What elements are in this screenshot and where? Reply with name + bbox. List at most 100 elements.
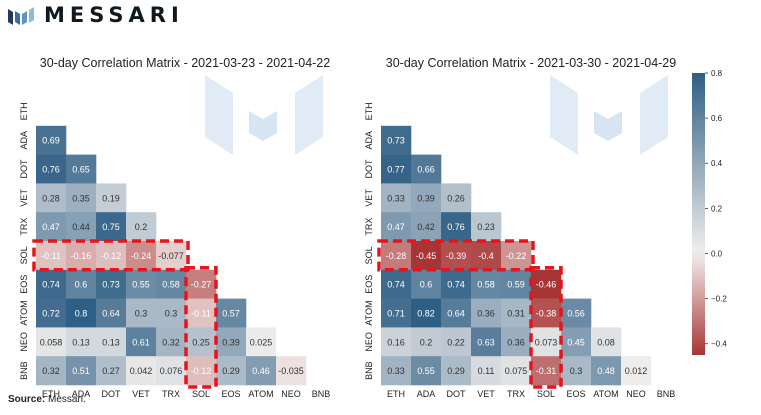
colorbar: 0.8 0.6 0.4 0.2 0.0 −0.2 −0.4 — [692, 69, 727, 355]
y-tick-label: BNB — [364, 361, 374, 380]
x-tick-label: ADA — [72, 389, 91, 399]
heatmap-cell — [411, 327, 442, 357]
cell-value-label: -0.31 — [536, 366, 557, 376]
heatmap-cell — [246, 327, 277, 357]
heatmap-cell — [66, 356, 97, 386]
x-tick-label: ADA — [417, 389, 436, 399]
cell-value-label: 0.3 — [135, 309, 148, 319]
cell-value-label: 0.31 — [507, 309, 525, 319]
heatmap-cell — [246, 356, 277, 386]
heatmap-cell — [66, 327, 97, 357]
chart-title: 30-day Correlation Matrix - 2021-03-30 -… — [386, 56, 676, 70]
y-tick-label: ETH — [19, 102, 29, 120]
x-tick-label: BNB — [312, 389, 331, 399]
cell-value-label: -0.11 — [41, 251, 61, 261]
heatmap-cell — [126, 212, 157, 242]
heatmap-cell — [381, 356, 412, 386]
cell-value-label: -0.46 — [536, 280, 557, 290]
heatmap-cell — [381, 125, 412, 155]
heatmap-cell — [156, 298, 187, 328]
heatmap-cell — [531, 356, 562, 386]
heatmap-cell — [36, 183, 67, 213]
heatmap-cell — [501, 241, 532, 271]
cell-value-label: -0.39 — [446, 251, 467, 261]
cell-value-label: -0.22 — [506, 251, 527, 261]
x-tick-label: EOS — [221, 389, 240, 399]
heatmap-cell — [36, 125, 67, 155]
heatmap-cell — [276, 356, 307, 386]
heatmap-cell — [66, 298, 97, 328]
heatmap-cell — [381, 212, 412, 242]
x-tick-label: BNB — [657, 389, 676, 399]
brand-name: MESSARI — [44, 3, 184, 27]
heatmap-cell — [471, 241, 502, 271]
y-tick-label: NEO — [19, 332, 29, 352]
heatmap-cell — [186, 269, 217, 299]
cell-value-label: 0.77 — [387, 165, 405, 175]
heatmap-cell — [501, 298, 532, 328]
heatmap-cell — [621, 356, 652, 386]
chart-title: 30-day Correlation Matrix - 2021-03-23 -… — [40, 56, 330, 70]
x-tick-label: NEO — [281, 389, 301, 399]
cell-value-label: 0.47 — [42, 222, 60, 232]
heatmap-cell — [96, 183, 127, 213]
cell-value-label: 0.51 — [72, 366, 90, 376]
heatmap-cell — [96, 356, 127, 386]
heatmap-cell — [591, 327, 622, 357]
heatmap-cell — [156, 327, 187, 357]
source-value: Messari. — [48, 394, 86, 405]
x-tick-label: NEO — [626, 389, 646, 399]
cell-value-label: 0.74 — [42, 280, 60, 290]
watermark-shape — [594, 111, 622, 141]
cell-value-label: 0.11 — [478, 366, 495, 376]
cell-value-label: 0.47 — [387, 222, 405, 232]
colorbar-tick-label: −0.4 — [711, 340, 727, 349]
cell-value-label: -0.035 — [278, 366, 304, 376]
heatmap-cell — [441, 241, 472, 271]
heatmap-cell — [441, 269, 472, 299]
cell-value-label: 0.35 — [72, 193, 90, 203]
cell-value-label: 0.2 — [420, 337, 433, 347]
heatmap-cell — [501, 356, 532, 386]
x-tick-label: ETH — [387, 389, 405, 399]
cell-value-label: 0.29 — [222, 366, 240, 376]
x-tick-label: TRX — [162, 389, 180, 399]
cell-value-label: 0.45 — [567, 337, 585, 347]
y-tick-label: EOS — [364, 275, 374, 294]
cell-value-label: 0.64 — [102, 309, 120, 319]
x-tick-label: DOT — [102, 389, 122, 399]
heatmap-cell — [126, 356, 157, 386]
cell-value-label: 0.73 — [387, 136, 405, 146]
y-tick-label: TRX — [19, 218, 29, 236]
heatmap-cell — [471, 356, 502, 386]
cell-value-label: -0.11 — [191, 309, 211, 319]
cell-value-label: 0.65 — [72, 165, 90, 175]
messari-watermark-icon — [550, 75, 668, 155]
cell-value-label: 0.76 — [42, 165, 60, 175]
sol-column-highlight — [184, 266, 218, 389]
heatmap-cell — [96, 327, 127, 357]
heatmap-cell — [471, 298, 502, 328]
cell-value-label: 0.63 — [477, 337, 495, 347]
cell-value-label: -0.27 — [191, 280, 212, 290]
heatmap-cell — [411, 241, 442, 271]
heatmap-cell — [36, 269, 67, 299]
heatmap-cell — [216, 356, 247, 386]
sol-column-highlight — [529, 266, 563, 389]
heatmap-cell — [441, 298, 472, 328]
heatmap-cell — [156, 269, 187, 299]
heatmap-cell — [471, 212, 502, 242]
y-tick-label: DOT — [364, 159, 374, 179]
y-tick-label: VET — [19, 189, 29, 207]
x-tick-label: ATOM — [248, 389, 273, 399]
heatmap-cell — [381, 327, 412, 357]
heatmap-cell — [96, 298, 127, 328]
cell-value-label: -0.077 — [158, 251, 184, 261]
watermark-shape — [640, 75, 668, 155]
heatmap-cell — [126, 241, 157, 271]
cell-value-label: 0.64 — [447, 309, 465, 319]
cell-value-label: 0.3 — [165, 309, 178, 319]
heatmap-cell — [531, 298, 562, 328]
heatmap-cell — [411, 298, 442, 328]
cell-value-label: 0.042 — [130, 366, 153, 376]
